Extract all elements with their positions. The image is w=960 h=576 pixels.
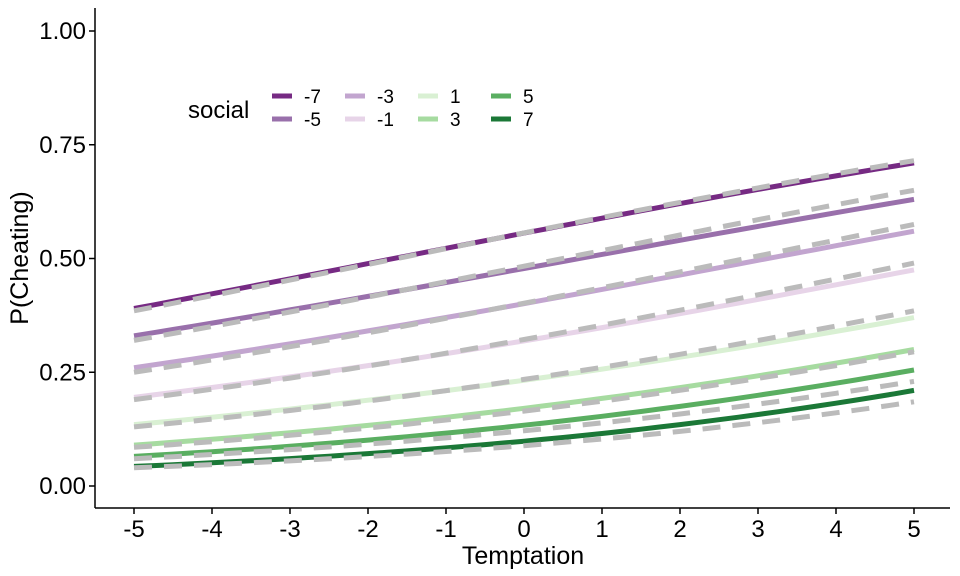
y-tick-label: 1.00 bbox=[39, 18, 86, 45]
x-tick-label: 5 bbox=[907, 516, 920, 543]
series-lines bbox=[133, 158, 915, 471]
legend-label: -3 bbox=[377, 87, 394, 108]
x-axis-label: Temptation bbox=[462, 542, 584, 570]
x-tick-label: -1 bbox=[435, 516, 456, 543]
series-line-solid bbox=[133, 228, 915, 371]
legend-items: -7-5 -3-1 13 57 bbox=[272, 87, 534, 131]
x-tick-label: 0 bbox=[517, 516, 530, 543]
legend-label: 5 bbox=[523, 87, 534, 108]
y-axis-ticks: 0.00 0.25 0.50 0.75 1.00 bbox=[39, 18, 95, 500]
axes bbox=[94, 8, 950, 509]
legend-label: 3 bbox=[450, 110, 461, 131]
x-tick-label: -3 bbox=[279, 516, 300, 543]
x-tick-label: 3 bbox=[751, 516, 764, 543]
series-line-dashed bbox=[133, 260, 915, 403]
series-line-dashed bbox=[133, 308, 915, 430]
x-tick-label: 2 bbox=[673, 516, 686, 543]
legend-label: -1 bbox=[377, 110, 394, 131]
y-axis-label: P(Cheating) bbox=[6, 191, 34, 324]
x-axis-ticks: -5 -4 -3 -2 -1 0 1 2 3 4 5 bbox=[123, 508, 921, 543]
x-tick-label: -5 bbox=[123, 516, 144, 543]
x-tick-label: 4 bbox=[829, 516, 842, 543]
legend: social -7-5 -3-1 13 57 bbox=[188, 87, 534, 131]
y-tick-label: 0.25 bbox=[39, 359, 86, 386]
x-tick-label: -2 bbox=[357, 516, 378, 543]
series-line-solid bbox=[133, 367, 915, 459]
legend-label: 7 bbox=[523, 110, 534, 131]
legend-label: -7 bbox=[304, 87, 321, 108]
y-tick-label: 0.00 bbox=[39, 473, 86, 500]
series-line-dashed bbox=[133, 399, 915, 471]
series-line-dashed bbox=[133, 158, 915, 314]
x-tick-label: -4 bbox=[201, 516, 222, 543]
series-line-dashed bbox=[133, 349, 915, 450]
y-tick-label: 0.75 bbox=[39, 132, 86, 159]
series-line-dashed bbox=[133, 187, 915, 343]
legend-label: -5 bbox=[304, 110, 321, 131]
legend-title: social bbox=[188, 97, 249, 124]
series-line-dashed bbox=[133, 221, 915, 375]
x-tick-label: 1 bbox=[595, 516, 608, 543]
legend-label: 1 bbox=[450, 87, 461, 108]
y-tick-label: 0.50 bbox=[39, 246, 86, 273]
series-line-dashed bbox=[133, 378, 915, 462]
